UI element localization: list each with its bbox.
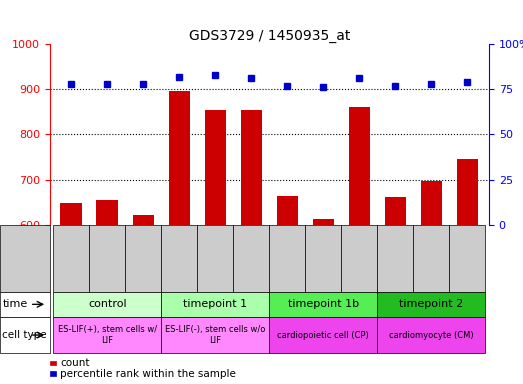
Bar [53, 225, 89, 292]
Bar [277, 196, 298, 225]
Text: timepoint 1b: timepoint 1b [288, 299, 359, 310]
Bar [50, 371, 56, 376]
Bar [53, 317, 161, 353]
Bar [420, 181, 442, 225]
Bar [269, 225, 305, 292]
Bar [197, 225, 233, 292]
Bar [161, 292, 269, 317]
Text: control: control [88, 299, 127, 310]
Text: timepoint 1: timepoint 1 [183, 299, 247, 310]
Bar [204, 109, 226, 225]
Text: cell type: cell type [2, 330, 46, 340]
Bar [241, 109, 262, 225]
Bar [233, 225, 269, 292]
Text: timepoint 2: timepoint 2 [399, 299, 463, 310]
Bar [126, 225, 161, 292]
Text: cardiopoietic cell (CP): cardiopoietic cell (CP) [278, 331, 369, 339]
Text: percentile rank within the sample: percentile rank within the sample [60, 369, 236, 379]
Title: GDS3729 / 1450935_at: GDS3729 / 1450935_at [189, 29, 350, 43]
Bar [269, 292, 378, 317]
Bar [132, 215, 154, 225]
Bar [342, 225, 378, 292]
Bar [53, 292, 161, 317]
Bar [168, 91, 190, 225]
Bar [97, 200, 118, 225]
Bar [378, 317, 485, 353]
Text: count: count [60, 358, 89, 368]
Bar [161, 225, 197, 292]
Bar [457, 159, 478, 225]
Bar [50, 361, 56, 365]
Bar [413, 225, 449, 292]
Bar [269, 317, 378, 353]
Bar [305, 225, 342, 292]
Bar [378, 225, 413, 292]
Bar [61, 203, 82, 225]
Bar [384, 197, 406, 225]
Bar [161, 317, 269, 353]
Bar [378, 292, 485, 317]
Text: ES-LIF(+), stem cells w/
LIF: ES-LIF(+), stem cells w/ LIF [58, 325, 157, 345]
Bar [348, 107, 370, 225]
Bar [0, 225, 50, 292]
Text: ES-LIF(-), stem cells w/o
LIF: ES-LIF(-), stem cells w/o LIF [165, 325, 266, 345]
Text: time: time [3, 299, 28, 310]
Bar [449, 225, 485, 292]
Bar [0, 292, 50, 317]
Bar [89, 225, 126, 292]
Bar [313, 219, 334, 225]
Bar [0, 317, 50, 353]
Text: cardiomyocyte (CM): cardiomyocyte (CM) [389, 331, 474, 339]
